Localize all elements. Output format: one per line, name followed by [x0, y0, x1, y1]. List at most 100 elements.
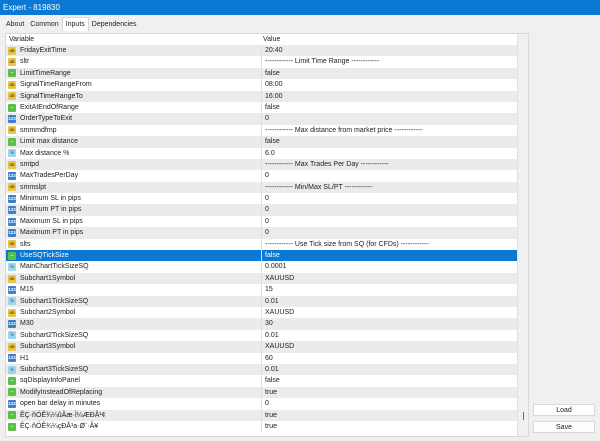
value-cell[interactable]: false [265, 252, 280, 260]
table-row[interactable]: ab Subchart1Symbol XAUUSD [6, 272, 518, 285]
vertical-scrollbar[interactable] [517, 34, 528, 436]
window-title: Expert - 819830 [3, 3, 60, 12]
table-row[interactable]: ~ sqDisplayInfoPanel false [6, 375, 518, 387]
table-row[interactable]: ab slts ------------ Use Tick size from SQ… [6, 238, 518, 251]
value-cell[interactable]: XAUUSD [265, 274, 295, 282]
table-row[interactable]: 123 OrderTypeToExit 0 [6, 113, 518, 125]
save-button[interactable]: Save [533, 421, 595, 433]
table-row[interactable]: ~ ÊÇ·ñÖÊ¾¼ûÂæ·Ì¼ÆÐÂ¹¢ true [6, 409, 518, 421]
variable-cell: ab slts [6, 238, 262, 251]
value-cell[interactable]: false [265, 103, 280, 111]
table-row[interactable]: ½ Subchart3TickSizeSQ 0.01 [6, 363, 518, 376]
variable-name: Subchart3TickSizeSQ [20, 365, 89, 373]
value-cell[interactable]: 20:40 [265, 47, 283, 54]
tab-common[interactable]: Common [30, 21, 59, 28]
int-type-icon: 123 [8, 354, 16, 363]
value-cell[interactable]: 6.0 [265, 149, 275, 157]
value-cell[interactable]: 0 [265, 115, 269, 123]
string-type-icon: ab [8, 308, 16, 317]
table-row[interactable]: ~ ModifyInsteadOfReplacing true [6, 386, 518, 399]
table-row[interactable]: ~ Limit max distance false [6, 136, 518, 148]
table-row[interactable]: 123 Minimum SL in pips 0 [6, 193, 518, 205]
table-row[interactable]: ~ UseSQTickSize false [6, 250, 518, 262]
value-cell[interactable]: ------------ Min/Max SL/PT ------------ [265, 183, 373, 191]
table-row[interactable]: 123 Minimum PT in pips 0 [6, 204, 518, 216]
table-row[interactable]: ~ LimitTimeRange false [6, 67, 518, 80]
int-type-icon: 123 [8, 399, 16, 408]
value-cell[interactable]: XAUUSD [265, 343, 295, 351]
value-cell[interactable]: true [265, 411, 278, 419]
variable-name: FridayExitTime [20, 47, 67, 54]
scrollbar-thumb[interactable] [523, 412, 524, 420]
tab-dependencies[interactable]: Dependencies [91, 21, 137, 28]
string-type-icon: ab [8, 80, 16, 89]
value-cell[interactable]: ------------ Use Tick size from SQ (for … [265, 240, 429, 248]
value-cell[interactable]: true [265, 388, 278, 396]
table-row[interactable]: 123 M15 15 [6, 284, 518, 296]
value-cell[interactable]: 0 [265, 217, 269, 225]
table-row[interactable]: 123 MaxTradesPerDay 0 [6, 170, 518, 182]
header-variable[interactable]: Variable [9, 36, 35, 43]
value-cell[interactable]: false [265, 138, 280, 146]
table-row[interactable]: 123 open bar delay in minutes 0 [6, 398, 518, 410]
variable-name: ÊÇ·ñÖÊ¾¼çÐÂ¹a·Ø¨·Â¥ [20, 422, 99, 430]
table-row[interactable]: ~ ÊÇ·ñÖÊ¾¼çÐÂ¹a·Ø¨·Â¥ true [6, 420, 518, 433]
variable-name: smmslpt [20, 183, 47, 191]
table-row[interactable]: ½ Subchart2TickSizeSQ 0.01 [6, 329, 518, 342]
table-row[interactable]: ab Subchart3Symbol XAUUSD [6, 341, 518, 353]
value-cell[interactable]: 0 [265, 206, 269, 214]
variable-cell: ~ UseSQTickSize [6, 250, 262, 262]
string-type-icon: ab [8, 183, 16, 192]
value-cell[interactable]: false [265, 377, 280, 385]
value-cell[interactable]: 0.01 [265, 331, 279, 339]
table-row[interactable]: ~ ExitAtEndOfRange false [6, 101, 518, 114]
inputs-table: Variable Value ab FridayExitTime 20:40 ab sl… [5, 33, 529, 437]
table-row[interactable]: ab smtpd ------------ Max Trades Per Day -… [6, 158, 518, 171]
table-row[interactable]: ab sltr ------------ Limit Time Range ----… [6, 56, 518, 68]
table-row[interactable]: ab Subchart2Symbol XAUUSD [6, 306, 518, 319]
table-row[interactable]: ½ MainChartTickSizeSQ 0.0001 [6, 261, 518, 273]
variable-name: ExitAtEndOfRange [20, 103, 79, 111]
double-type-icon: ½ [8, 263, 16, 272]
value-cell[interactable]: 16:00 [265, 92, 283, 100]
value-cell[interactable]: 0 [265, 195, 269, 203]
value-cell[interactable]: 15 [265, 286, 273, 294]
value-cell[interactable]: 0 [265, 400, 269, 408]
value-cell[interactable]: XAUUSD [265, 308, 295, 316]
table-row[interactable]: ab SignalTimeRangeTo 16:00 [6, 90, 518, 102]
table-row[interactable]: ab FridayExitTime 20:40 [6, 45, 518, 57]
variable-name: smtpd [20, 160, 40, 168]
variable-cell: 123 Maximum SL in pips [6, 215, 262, 228]
variable-cell: ab smtpd [6, 158, 262, 171]
value-cell[interactable]: false [265, 69, 280, 77]
table-row[interactable]: 123 Maximum SL in pips 0 [6, 215, 518, 228]
int-type-icon: 123 [8, 320, 16, 329]
load-button[interactable]: Load [533, 404, 595, 416]
variable-cell: 123 OrderTypeToExit [6, 113, 262, 125]
value-cell[interactable]: 0.01 [265, 297, 279, 305]
value-cell[interactable]: 0.01 [265, 365, 279, 373]
value-cell[interactable]: ------------ Limit Time Range ----------… [265, 58, 380, 66]
value-cell[interactable]: 60 [265, 354, 273, 362]
value-cell[interactable]: 08:00 [265, 81, 283, 89]
header-value[interactable]: Value [263, 36, 281, 43]
table-row[interactable]: 123 Maximum PT in pips 0 [6, 227, 518, 239]
variable-cell: ~ ModifyInsteadOfReplacing [6, 386, 262, 399]
table-row[interactable]: 123 H1 60 [6, 352, 518, 364]
table-row[interactable]: ab SignalTimeRangeFrom 08:00 [6, 79, 518, 91]
table-row[interactable]: ½ Subchart1TickSizeSQ 0.01 [6, 295, 518, 307]
value-cell[interactable]: true [265, 422, 278, 430]
tab-inputs[interactable]: Inputs [61, 17, 89, 31]
table-row[interactable]: 123 M30 30 [6, 318, 518, 330]
value-cell[interactable]: 0 [265, 172, 269, 180]
table-row[interactable]: ½ Max distance % 6.0 [6, 147, 518, 159]
table-row[interactable]: ab smmmdfmp ------------ Max distance from… [6, 124, 518, 137]
value-cell[interactable]: ------------ Max Trades Per Day --------… [265, 160, 389, 168]
value-cell[interactable]: ------------ Max distance from market pr… [265, 126, 423, 134]
value-cell[interactable]: 0 [265, 229, 269, 237]
value-cell[interactable]: 30 [265, 320, 273, 328]
table-row[interactable]: ab smmslpt ------------ Min/Max SL/PT ----… [6, 181, 518, 194]
tab-about[interactable]: About [6, 21, 25, 28]
value-cell[interactable]: 0.0001 [265, 263, 287, 271]
variable-cell: ~ LimitTimeRange [6, 67, 262, 80]
